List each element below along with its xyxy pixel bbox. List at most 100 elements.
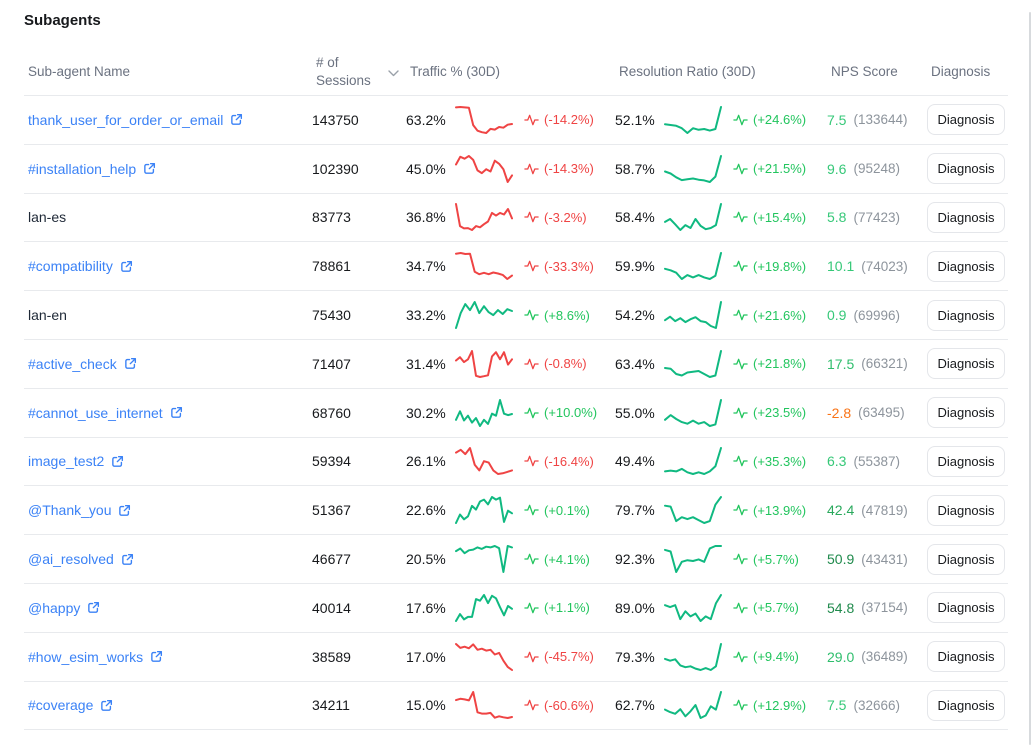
external-link-icon[interactable] [124, 357, 137, 370]
traffic-value: 45.0% [406, 160, 446, 177]
resolution-cell: 55.0% (+23.5%) [615, 398, 827, 428]
external-link-icon[interactable] [150, 650, 163, 663]
resolution-cell: 58.4% (+15.4%) [615, 202, 827, 232]
external-link-icon[interactable] [121, 553, 134, 566]
traffic-value: 33.2% [406, 307, 446, 324]
diagnosis-button[interactable]: Diagnosis [927, 445, 1005, 477]
external-link-icon[interactable] [230, 113, 243, 126]
subagent-link[interactable]: #installation_help [28, 160, 137, 177]
resolution-cell: 79.7% (+13.9%) [615, 495, 827, 525]
subagent-link[interactable]: @ai_resolved [28, 551, 114, 568]
external-link-icon[interactable] [143, 162, 156, 175]
subagent-link[interactable]: #active_check [28, 355, 117, 372]
table-row: lan-en 75430 33.2% (+8.6%) 54.2% (+21.6%… [24, 291, 1008, 340]
sessions-value: 40014 [312, 599, 351, 616]
subagent-link[interactable]: #compatibility [28, 258, 113, 275]
traffic-cell: 34.7% (-33.3%) [406, 251, 615, 281]
sessions-value: 75430 [312, 307, 351, 324]
resolution-cell: 54.2% (+21.6%) [615, 300, 827, 330]
diagnosis-button[interactable]: Diagnosis [927, 201, 1005, 233]
pulse-icon [733, 260, 748, 272]
traffic-value: 36.8% [406, 209, 446, 226]
sessions-value: 38589 [312, 648, 351, 665]
table-row: thank_user_for_order_or_email 143750 63.… [24, 96, 1008, 145]
resolution-value: 63.4% [615, 355, 655, 372]
resolution-sparkline [663, 398, 723, 428]
sessions-value: 102390 [312, 160, 359, 177]
diagnosis-button[interactable]: Diagnosis [927, 348, 1005, 380]
subagent-link[interactable]: lan-en [28, 307, 67, 324]
traffic-value: 22.6% [406, 502, 446, 519]
traffic-sparkline [454, 398, 514, 428]
nps-score: 9.6 [827, 160, 847, 177]
diagnosis-button[interactable]: Diagnosis [927, 592, 1005, 624]
subagent-link[interactable]: #cannot_use_internet [28, 404, 163, 421]
external-link-icon[interactable] [120, 260, 133, 273]
pulse-icon [524, 504, 539, 516]
external-link-icon[interactable] [118, 504, 131, 517]
pulse-icon [524, 260, 539, 272]
resolution-cell: 89.0% (+5.7%) [615, 593, 827, 623]
subagents-table: Sub-agent Name # of Sessions Traffic % (… [24, 48, 1008, 731]
traffic-sparkline [454, 349, 514, 379]
traffic-sparkline [454, 642, 514, 672]
header-sessions-sort[interactable]: # of Sessions [312, 54, 406, 89]
traffic-value: 26.1% [406, 453, 446, 470]
resolution-cell: 79.3% (+9.4%) [615, 642, 827, 672]
subagent-link[interactable]: #coverage [28, 697, 94, 714]
resolution-change: (+5.7%) [753, 600, 799, 616]
diagnosis-button[interactable]: Diagnosis [927, 543, 1005, 575]
sessions-value: 143750 [312, 111, 359, 128]
resolution-sparkline [663, 251, 723, 281]
table-row: @Thank_you 51367 22.6% (+0.1%) 79.7% (+1… [24, 486, 1008, 536]
pulse-icon [733, 699, 748, 711]
pulse-icon [524, 309, 539, 321]
nps-session-count: (69996) [853, 307, 901, 323]
nps-session-count: (95248) [853, 161, 901, 177]
pulse-icon [524, 114, 539, 126]
resolution-change: (+19.8%) [753, 258, 807, 274]
nps-session-count: (133644) [853, 112, 908, 128]
pulse-icon [733, 651, 748, 663]
diagnosis-button[interactable]: Diagnosis [927, 641, 1005, 673]
table-row: @happy 40014 17.6% (+1.1%) 89.0% (+5.7%)… [24, 584, 1008, 633]
subagent-link[interactable]: image_test2 [28, 453, 105, 470]
resolution-change: (+24.6%) [753, 112, 807, 128]
traffic-value: 20.5% [406, 551, 446, 568]
traffic-cell: 17.6% (+1.1%) [406, 593, 615, 623]
external-link-icon[interactable] [87, 601, 100, 614]
external-link-icon[interactable] [100, 699, 113, 712]
header-traffic: Traffic % (30D) [410, 64, 501, 79]
diagnosis-button[interactable]: Diagnosis [927, 397, 1005, 429]
traffic-change: (+8.6%) [544, 307, 590, 323]
chevron-down-icon[interactable] [388, 65, 399, 80]
subagent-link[interactable]: lan-es [28, 209, 67, 226]
external-link-icon[interactable] [111, 455, 124, 468]
diagnosis-button[interactable]: Diagnosis [927, 250, 1005, 282]
resolution-value: 54.2% [615, 307, 655, 324]
external-link-icon[interactable] [170, 406, 183, 419]
resolution-cell: 52.1% (+24.6%) [615, 105, 827, 135]
diagnosis-button[interactable]: Diagnosis [927, 153, 1005, 185]
subagent-link[interactable]: @Thank_you [28, 502, 112, 519]
diagnosis-button[interactable]: Diagnosis [927, 299, 1005, 331]
header-sessions-label: # of Sessions [316, 54, 371, 88]
traffic-sparkline [454, 544, 514, 574]
diagnosis-button[interactable]: Diagnosis [927, 104, 1005, 136]
nps-score: -2.8 [827, 404, 852, 421]
subagent-link[interactable]: @happy [28, 599, 81, 616]
subagent-link[interactable]: thank_user_for_order_or_email [28, 111, 224, 128]
nps-session-count: (32666) [853, 697, 901, 713]
header-subagent-name: Sub-agent Name [28, 64, 131, 79]
diagnosis-button[interactable]: Diagnosis [927, 494, 1005, 526]
traffic-value: 34.7% [406, 258, 446, 275]
subagent-link[interactable]: #how_esim_works [28, 648, 144, 665]
vertical-scrollbar[interactable] [1029, 12, 1031, 745]
traffic-sparkline [454, 593, 514, 623]
traffic-sparkline [454, 690, 514, 720]
diagnosis-button[interactable]: Diagnosis [927, 689, 1005, 721]
resolution-value: 92.3% [615, 551, 655, 568]
resolution-sparkline [663, 202, 723, 232]
traffic-sparkline [454, 495, 514, 525]
sessions-value: 59394 [312, 453, 351, 470]
